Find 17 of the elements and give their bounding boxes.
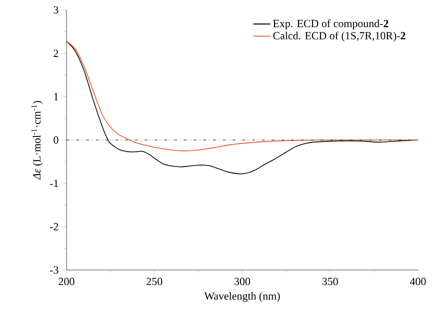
y-axis-title: Δε (L·mol$^{-1}$·cm$^{-1}$) [31,100,43,180]
y-tick-label: -3 [50,266,58,274]
y-tick-label: 1 [54,93,58,100]
y-tick-label: -2 [50,223,58,230]
x-axis-title: Wavelength (nm) [204,292,280,302]
y-tick-label: 2 [54,50,58,57]
y-tick-label: 0 [54,136,58,144]
y-tick-label: 3 [54,6,58,14]
legend-label: Calcd. ECD of (1S,7R,10R)-2 [273,32,406,42]
line-series [66,40,418,152]
x-tick-label: 350 [322,278,338,286]
y-tick-label: -1 [50,180,58,187]
x-tick-label: 200 [58,278,74,286]
x-tick-label: 300 [234,278,250,286]
x-tick-label: 400 [410,278,426,286]
legend-label: Exp. ECD of compound-2 [273,19,388,30]
x-tick-label: 250 [146,278,162,286]
